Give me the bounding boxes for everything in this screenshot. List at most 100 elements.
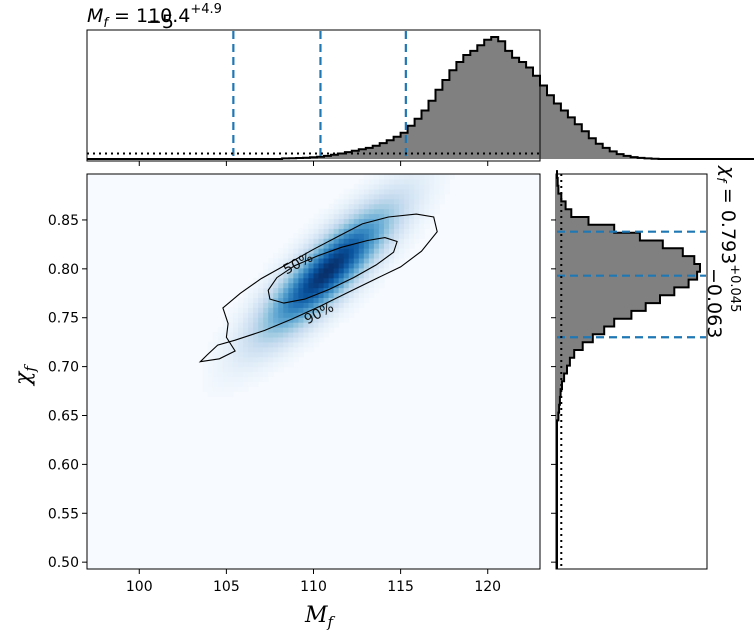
heatmap-cell — [323, 312, 330, 318]
heatmap-cell — [248, 361, 254, 368]
heatmap-cell — [343, 307, 350, 313]
heatmap-cell — [399, 218, 405, 224]
heatmap-cell — [429, 193, 435, 200]
heatmap-cell — [268, 356, 274, 363]
heatmap-cell — [368, 287, 375, 294]
heatmap-cell — [368, 292, 375, 299]
heatmap-cell — [328, 322, 335, 328]
heatmap-cell — [283, 243, 289, 249]
heatmap-cell — [338, 228, 345, 234]
heatmap-cell — [288, 327, 294, 333]
heatmap-cell — [278, 346, 284, 353]
heatmap-cell — [318, 267, 325, 274]
heatmap-cell — [273, 312, 279, 318]
heatmap-cell — [353, 223, 360, 229]
heatmap-cell — [383, 228, 390, 234]
heatmap-cell — [368, 208, 375, 215]
heatmap-cell — [419, 183, 425, 190]
heatmap-cell — [268, 366, 274, 373]
heatmap-cell — [333, 307, 340, 313]
heatmap-cell — [323, 253, 330, 259]
heatmap-cell — [353, 248, 360, 254]
heatmap-cell — [328, 282, 335, 289]
heatmap-cell — [293, 317, 299, 323]
heatmap-cell — [293, 257, 299, 264]
heatmap-cell — [373, 233, 380, 239]
heatmap-cell — [202, 376, 209, 382]
heatmap-cell — [389, 188, 395, 195]
heatmap-cell — [293, 336, 299, 343]
heatmap-cell — [212, 351, 219, 358]
heatmap-cell — [333, 203, 340, 210]
heatmap-cell — [383, 267, 390, 274]
heatmap-cell — [358, 208, 365, 215]
heatmap-cell — [343, 287, 350, 294]
heatmap-cell — [253, 302, 259, 308]
y-tick-label: 0.85 — [48, 213, 79, 229]
heatmap-cell — [283, 257, 289, 264]
heatmap-cell — [429, 198, 435, 205]
heatmap-cell — [373, 208, 380, 215]
x-tick-label: 105 — [213, 579, 240, 595]
heatmap-cell — [383, 262, 390, 269]
heatmap-cell — [333, 272, 340, 279]
heatmap-cell — [368, 178, 375, 185]
y-tick-label: 0.75 — [48, 311, 79, 327]
heatmap-cell — [378, 238, 385, 244]
heatmap-cell — [313, 307, 320, 313]
heatmap-cell — [358, 302, 365, 308]
heatmap-cell — [389, 208, 395, 215]
contour-line — [267, 237, 398, 304]
heatmap-cell — [404, 253, 410, 259]
heatmap-cell — [308, 262, 315, 269]
heatmap-cell — [227, 371, 234, 378]
x-tick-label: 120 — [474, 579, 501, 595]
heatmap-cell — [308, 322, 315, 328]
heatmap-cell — [243, 287, 249, 294]
heatmap-cell — [303, 287, 310, 294]
heatmap-cell — [293, 282, 299, 289]
heatmap-cell — [343, 233, 350, 239]
heatmap-cell — [373, 218, 380, 224]
heatmap-cell — [404, 218, 410, 224]
heatmap-cell — [373, 287, 380, 294]
heatmap-cell — [313, 277, 320, 284]
heatmap-cell — [343, 248, 350, 254]
heatmap-cell — [338, 307, 345, 313]
right-title-upper: +0.045 — [727, 264, 742, 312]
heatmap-cell — [363, 233, 370, 239]
heatmap-cell — [358, 238, 365, 244]
heatmap-cell — [243, 297, 249, 303]
heatmap-cell — [308, 332, 315, 338]
heatmap-cell — [363, 198, 370, 205]
heatmap-cell — [268, 297, 274, 303]
y-label-subscript: f — [21, 364, 39, 373]
heatmap-cell — [258, 371, 264, 378]
heatmap-cell — [243, 346, 249, 353]
heatmap-cell — [348, 272, 355, 279]
heatmap-cell — [409, 174, 415, 180]
heatmap-cell — [258, 307, 264, 313]
heatmap-cell — [363, 203, 370, 210]
heatmap-cell — [288, 257, 294, 264]
heatmap-cell — [248, 381, 254, 387]
heatmap-cell — [333, 322, 340, 328]
heatmap-cell — [217, 351, 224, 358]
heatmap-cell — [238, 297, 244, 303]
heatmap-cell — [263, 346, 269, 353]
heatmap-cell — [373, 174, 380, 180]
heatmap-cell — [283, 336, 289, 343]
heatmap-cell — [328, 307, 335, 313]
heatmap-cell — [303, 332, 310, 338]
heatmap-cell — [399, 178, 405, 185]
heatmap-cell — [419, 193, 425, 200]
heatmap-cell — [368, 253, 375, 259]
heatmap-cell — [263, 322, 269, 328]
heatmap-cell — [414, 213, 420, 220]
heatmap-cell — [429, 188, 435, 195]
heatmap-cell — [404, 208, 410, 215]
heatmap-cell — [243, 341, 249, 348]
heatmap-cell — [358, 243, 365, 249]
heatmap-cell — [353, 218, 360, 224]
heatmap-cell — [268, 287, 274, 294]
